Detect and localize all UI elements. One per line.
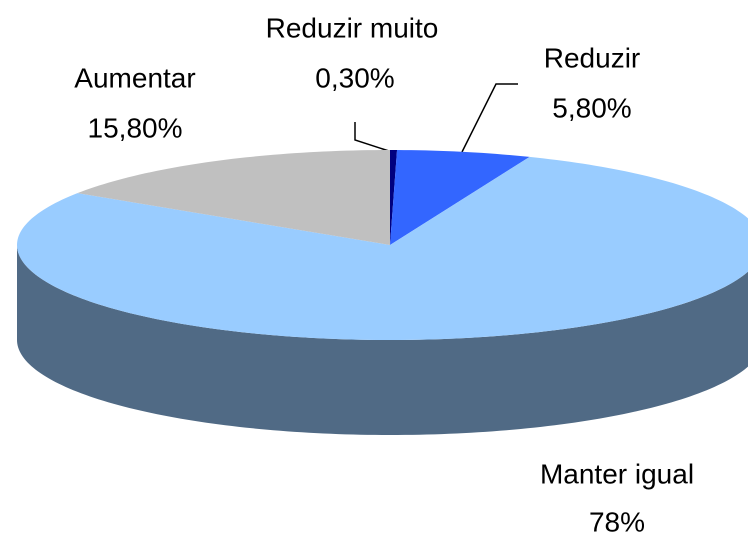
slice — [390, 150, 530, 245]
slice — [77, 150, 391, 245]
slice — [390, 150, 398, 245]
data-label-value: 0,30% — [315, 62, 394, 93]
data-label-value: 15,80% — [88, 112, 183, 143]
data-label-name: Manter igual — [540, 458, 694, 489]
leader-line — [461, 83, 518, 153]
data-label-name: Reduzir — [544, 42, 640, 73]
data-label-value: 78% — [589, 506, 645, 537]
slice — [17, 156, 748, 340]
data-label-value: 5,80% — [552, 92, 631, 123]
leader-line — [354, 122, 393, 153]
data-label-name: Aumentar — [74, 62, 195, 93]
slice-side — [17, 245, 748, 435]
data-label-name: Reduzir muito — [266, 12, 439, 43]
